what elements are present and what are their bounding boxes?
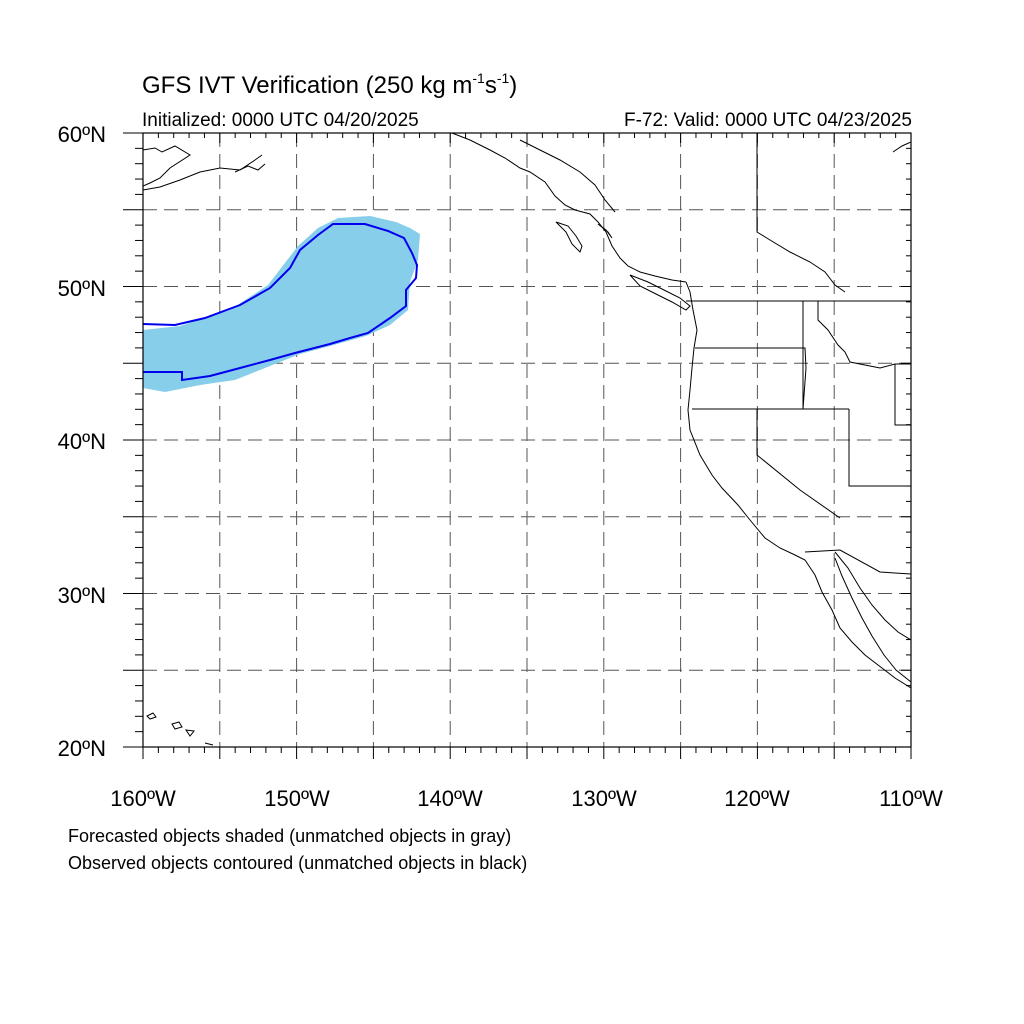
latitude-labels: 20ºN 30ºN 40ºN 50ºN 60ºN [58,122,106,761]
lat-label-50n: 50ºN [58,276,106,301]
longitude-labels: 160ºW 150ºW 140ºW 130ºW 120ºW 110ºW [110,786,943,811]
valid-time-label: F-72: Valid: 0000 UTC 04/23/2025 [624,110,912,131]
forecast-legend-note: Forecasted objects shaded (unmatched obj… [68,826,512,846]
coastlines [143,133,911,746]
forecast-ivt-object [143,216,420,392]
map-title: GFS IVT Verification (250 kg m-1s-1) [142,70,518,99]
axis-ticks [123,132,912,759]
political-boundaries [686,133,911,575]
lat-label-30n: 30ºN [58,583,106,608]
observed-legend-note: Observed objects contoured (unmatched ob… [68,853,528,873]
observed-ivt-contour [143,223,419,382]
lat-label-60n: 60ºN [58,122,106,147]
lon-label-110w: 110ºW [879,786,943,811]
lon-label-120w: 120ºW [724,786,790,811]
lat-label-40n: 40ºN [58,429,106,454]
lon-label-160w: 160ºW [110,786,176,811]
graticule [143,133,911,747]
lon-label-130w: 130ºW [571,786,637,811]
lat-label-20n: 20ºN [58,736,106,761]
initialized-label: Initialized: 0000 UTC 04/20/2025 [142,110,419,131]
lon-label-150w: 150ºW [264,786,330,811]
lon-label-140w: 140ºW [417,786,483,811]
